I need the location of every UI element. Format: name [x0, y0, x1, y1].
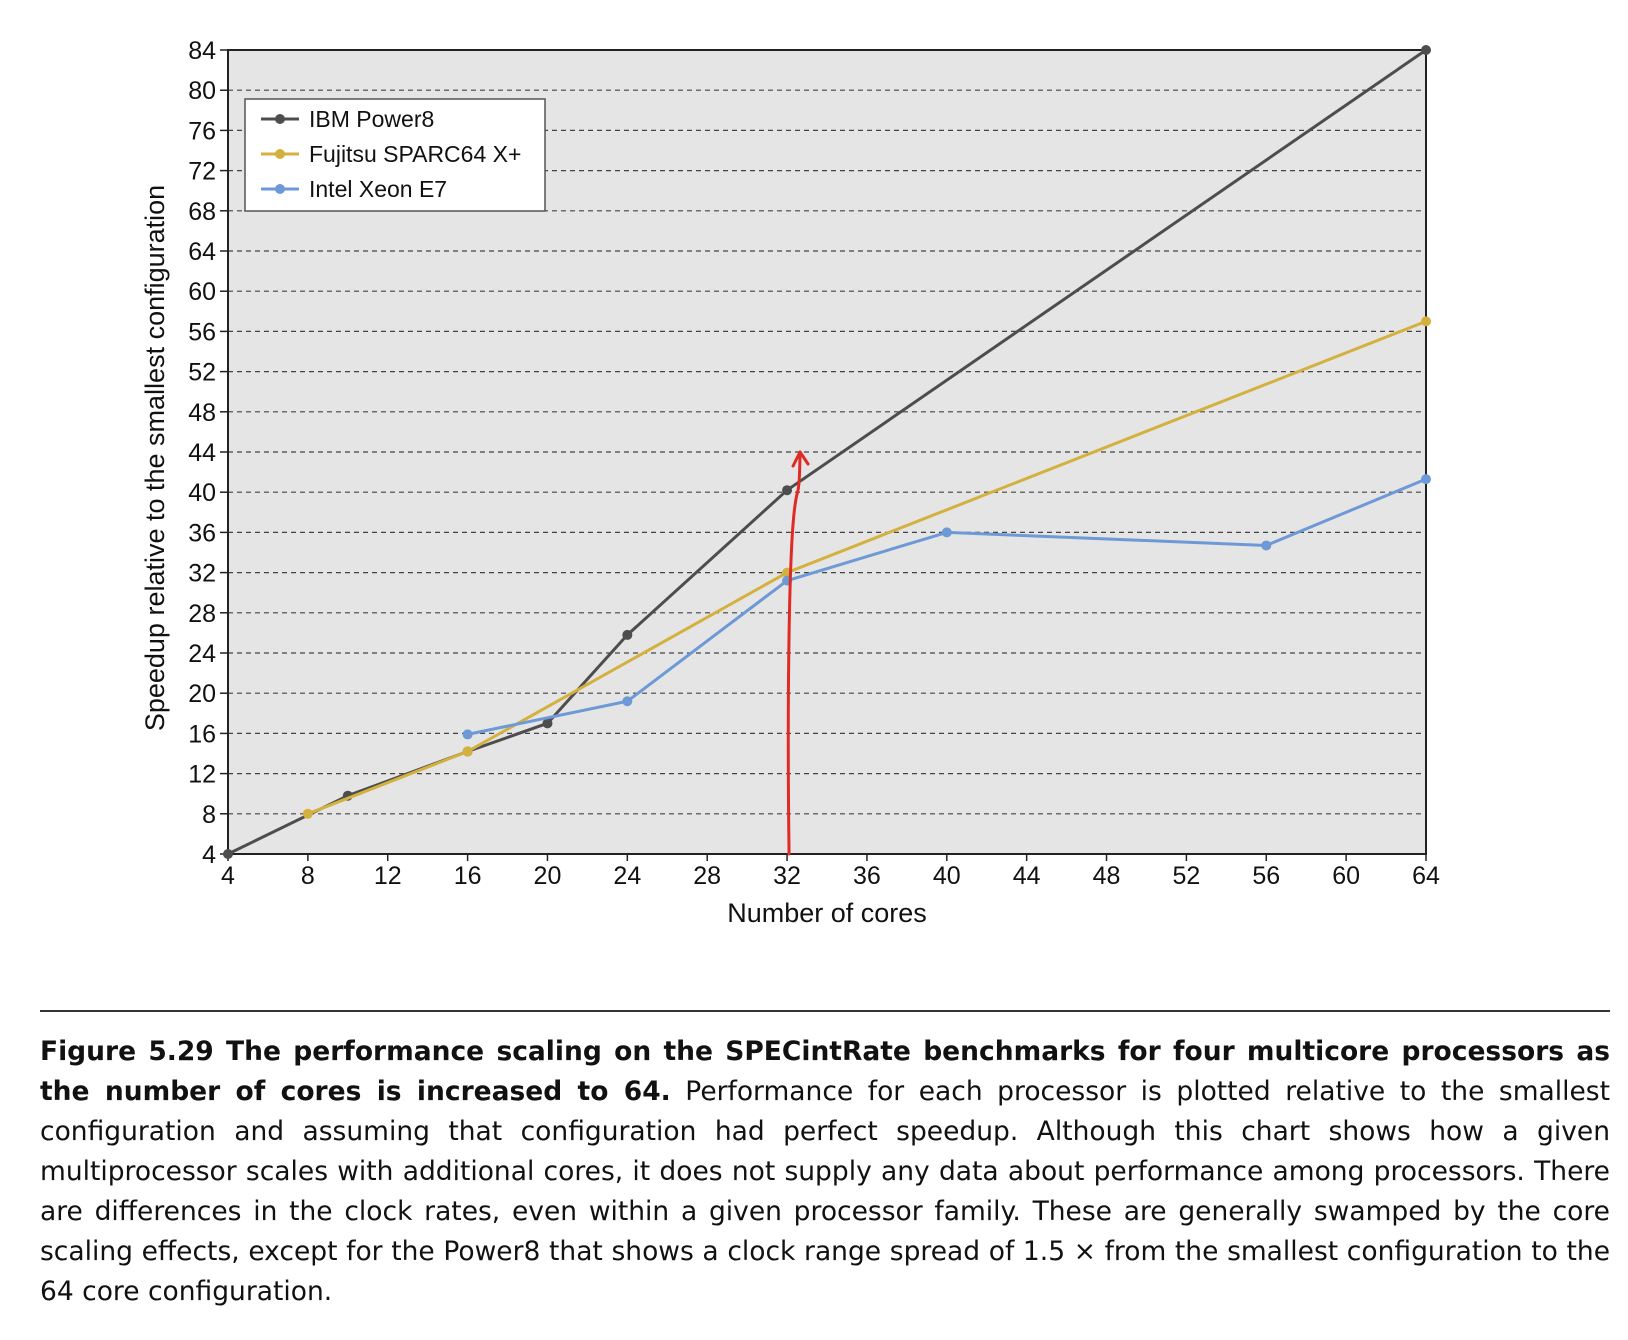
y-tick-label: 40: [188, 479, 216, 507]
arrow-shaft: [786, 450, 802, 856]
data-point: [1421, 316, 1431, 327]
y-tick-label: 24: [188, 640, 216, 668]
y-tick-label: 64: [188, 238, 216, 266]
caption-divider: [40, 1010, 1610, 1012]
figure-caption: Figure 5.29 The performance scaling on t…: [40, 1032, 1610, 1312]
caption-bold: Figure 5.29 The performance scaling on t…: [40, 1036, 1610, 1107]
data-point: [1421, 474, 1431, 485]
legend-swatch-marker: [275, 184, 285, 194]
y-tick-label: 52: [188, 359, 216, 387]
x-tick-label: 40: [933, 862, 961, 890]
legend-swatch-marker: [275, 149, 285, 159]
y-tick-label: 72: [188, 158, 216, 186]
y-tick-label: 48: [188, 399, 216, 427]
data-point: [622, 696, 633, 707]
x-tick-label: 32: [773, 862, 801, 890]
y-tick-label: 76: [188, 117, 216, 145]
y-tick-label: 36: [188, 519, 216, 547]
data-point: [941, 527, 952, 538]
x-axis-title: Number of cores: [727, 898, 927, 928]
x-tick-label: 24: [613, 862, 641, 890]
data-point: [223, 849, 233, 859]
red-arrow-annotation: [786, 450, 810, 856]
y-tick-label: 60: [188, 278, 216, 306]
legend-swatch-marker: [275, 114, 285, 124]
series-2: [462, 474, 1431, 740]
data-point: [1421, 45, 1431, 55]
x-tick-label: 52: [1172, 862, 1200, 890]
x-tick-label: 20: [534, 862, 562, 890]
x-tick-label: 4: [221, 862, 235, 890]
series-line: [467, 477, 1427, 736]
y-axis-title: Speedup relative to the smallest configu…: [140, 185, 170, 731]
y-tick-label: 32: [188, 560, 216, 588]
y-tick-label: 4: [202, 841, 216, 869]
caption-text: Performance for each processor is plotte…: [40, 1076, 1610, 1307]
legend-label: Intel Xeon E7: [309, 176, 447, 202]
legend-entry: Fujitsu SPARC64 X+: [261, 141, 521, 167]
x-axis-ticks: 4 8 12 16 20 24 28 32 36 40 44 48 52 56 60 64: [221, 854, 1440, 890]
series-0: [223, 45, 1431, 859]
data-point: [462, 746, 473, 757]
y-tick-label: 16: [188, 720, 216, 748]
x-tick-label: 60: [1332, 862, 1360, 890]
y-tick-label: 12: [188, 761, 216, 789]
x-tick-label: 12: [374, 862, 402, 890]
data-point: [302, 808, 313, 819]
legend: IBM Power8 Fujitsu SPARC64 X+ Intel Xeon E…: [244, 98, 546, 212]
data-point: [542, 718, 553, 729]
y-tick-label: 8: [202, 801, 216, 829]
series-lines: [223, 45, 1431, 859]
x-tick-label: 16: [454, 862, 482, 890]
arrow-head: [791, 450, 810, 468]
data-point: [622, 629, 633, 640]
y-tick-label: 68: [188, 198, 216, 226]
data-point: [462, 729, 473, 740]
y-tick-label: 44: [188, 439, 216, 467]
legend-entry: IBM Power8: [261, 106, 434, 132]
y-tick-label: 20: [188, 680, 216, 708]
series-line: [307, 319, 1427, 816]
x-tick-label: 36: [853, 862, 881, 890]
y-tick-label: 56: [188, 318, 216, 346]
x-tick-label: 8: [301, 862, 315, 890]
y-tick-label: 84: [188, 37, 216, 65]
y-tick-label: 80: [188, 77, 216, 105]
x-tick-label: 56: [1252, 862, 1280, 890]
y-tick-label: 28: [188, 600, 216, 628]
legend-label: IBM Power8: [309, 106, 434, 132]
speedup-chart: 4812162024283236404448525660646872768084…: [140, 37, 1440, 928]
x-tick-label: 64: [1412, 862, 1440, 890]
x-tick-label: 44: [1013, 862, 1041, 890]
x-tick-label: 48: [1093, 862, 1121, 890]
x-tick-label: 28: [693, 862, 721, 890]
legend-label: Fujitsu SPARC64 X+: [309, 141, 521, 167]
legend-entry: Intel Xeon E7: [261, 176, 447, 202]
data-point: [1261, 540, 1272, 551]
data-point: [782, 485, 793, 496]
